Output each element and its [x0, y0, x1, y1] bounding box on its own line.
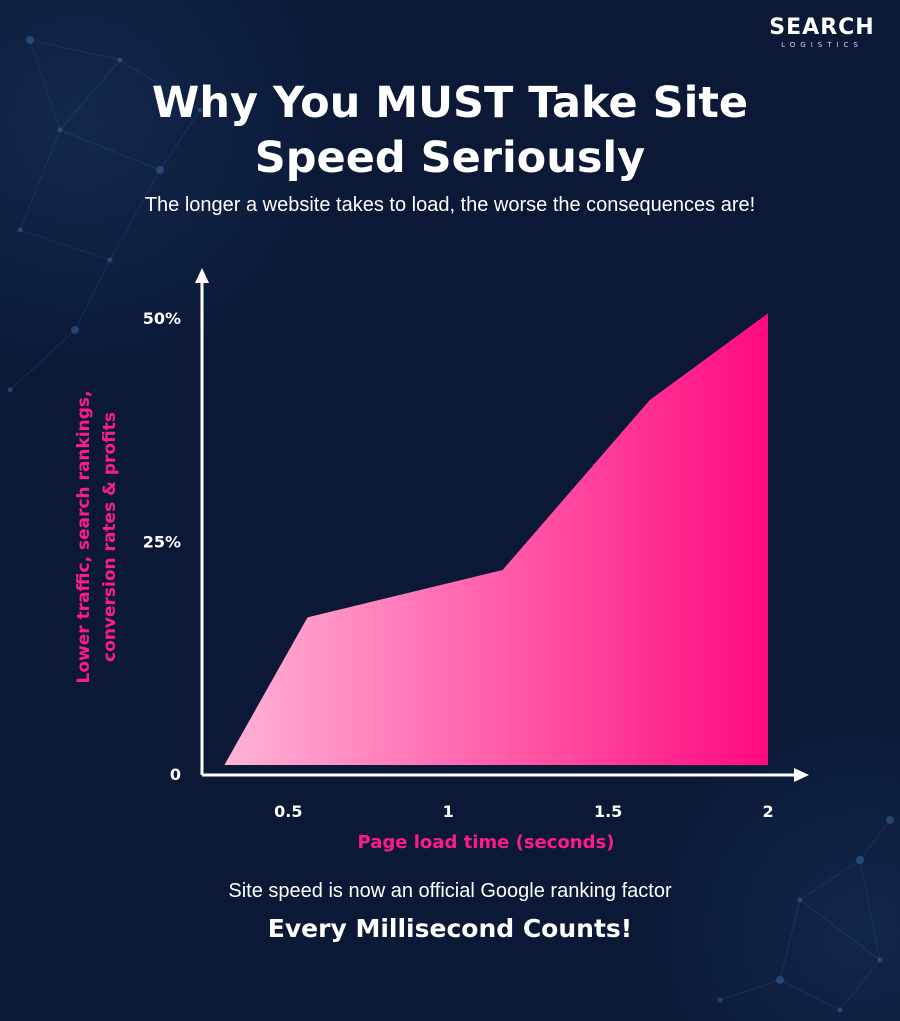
y-axis-title-line: Lower traffic, search rankings,: [74, 391, 94, 684]
network-node: [797, 897, 803, 903]
y-tick-label: 50%: [143, 309, 181, 328]
y-axis-arrow: [195, 268, 209, 283]
footer-note: Site speed is now an official Google ran…: [228, 880, 672, 902]
network-link: [74, 259, 111, 331]
footer-tagline: Every Millisecond Counts!: [267, 914, 633, 943]
network-node: [17, 227, 23, 233]
network-link: [779, 899, 801, 981]
network-link: [719, 979, 781, 1001]
network-node: [156, 166, 164, 174]
network-node: [197, 107, 203, 113]
x-axis-arrow: [794, 768, 809, 782]
brand-tagline: LOGISTICS: [781, 41, 863, 49]
network-node: [886, 816, 894, 824]
y-axis-title-line: conversion rates & profits: [100, 412, 120, 662]
title-line-2: Speed Seriously: [254, 133, 646, 183]
x-tick-label: 1.5: [594, 802, 622, 821]
area-series: [224, 313, 768, 765]
x-tick-label: 2: [762, 802, 773, 821]
x-axis-title: Page load time (seconds): [358, 832, 615, 853]
x-tick-label: 0.5: [274, 802, 302, 821]
y-axis-title: Lower traffic, search rankings, conversio…: [74, 391, 120, 684]
network-link: [799, 899, 881, 961]
network-node: [717, 997, 723, 1003]
network-link: [109, 169, 161, 261]
network-node: [7, 387, 13, 393]
network-node: [71, 326, 79, 334]
network-link: [779, 979, 841, 1011]
network-node: [837, 1007, 843, 1013]
x-tick-label: 1: [443, 802, 454, 821]
network-node: [856, 856, 864, 864]
title-line-1: Why You MUST Take Site: [151, 78, 749, 128]
brand-logo: SEARCH LOGISTICS: [766, 16, 878, 50]
y-tick-label: 0: [170, 765, 181, 784]
network-link: [159, 109, 201, 171]
network-node: [877, 957, 883, 963]
network-link: [839, 959, 881, 1011]
brand-name: SEARCH: [769, 15, 875, 40]
y-tick-label: 25%: [143, 532, 181, 551]
network-node: [107, 257, 113, 263]
network-node: [776, 976, 784, 984]
network-link: [859, 859, 881, 961]
network-link: [19, 129, 61, 231]
network-link: [19, 229, 111, 261]
network-link: [29, 39, 61, 131]
page-title: Why You MUST Take Site Speed Seriously: [0, 76, 900, 186]
network-node: [26, 36, 34, 44]
network-link: [799, 859, 861, 901]
network-node: [117, 57, 123, 63]
network-link: [9, 329, 76, 391]
network-link: [119, 59, 201, 111]
network-node: [57, 127, 63, 133]
network-link: [859, 819, 891, 861]
network-link: [29, 39, 121, 61]
network-link: [59, 129, 161, 171]
page-subtitle: The longer a website takes to load, the …: [144, 194, 756, 216]
network-link: [59, 59, 121, 131]
